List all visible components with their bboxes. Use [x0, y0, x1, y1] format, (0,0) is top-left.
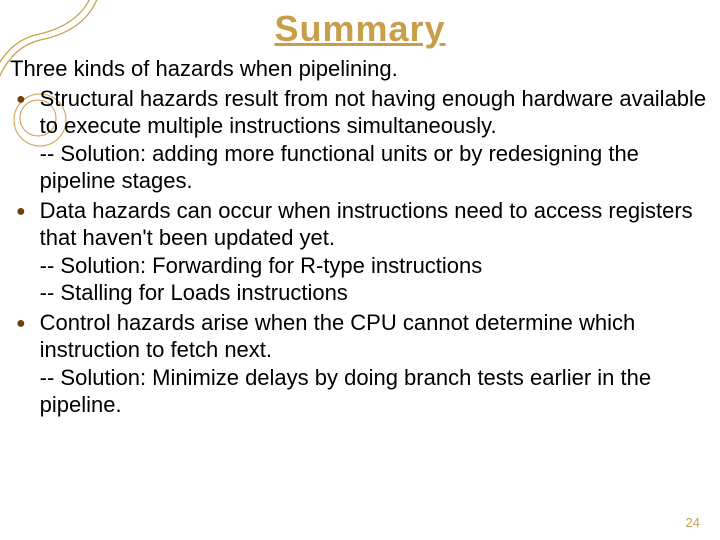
bullet-icon: ●	[16, 315, 26, 333]
content-area: Three kinds of hazards when pipelining. …	[10, 55, 710, 421]
bullet-subline: -- Stalling for Loads instructions	[40, 279, 710, 307]
bullet-heading: Control hazards	[40, 310, 195, 335]
bullet-text: Data hazards can occur when instructions…	[40, 197, 710, 307]
bullet-heading: Data hazards	[40, 198, 171, 223]
bullet-subline: -- Solution: adding more functional unit…	[40, 140, 710, 195]
bullet-subline: -- Solution: Forwarding for R-type instr…	[40, 252, 710, 280]
bullet-heading: Structural hazards	[40, 86, 219, 111]
bullet-text: Structural hazards result from not havin…	[40, 85, 710, 195]
page-number: 24	[686, 515, 700, 530]
intro-text: Three kinds of hazards when pipelining.	[10, 55, 710, 83]
bullet-text: Control hazards arise when the CPU canno…	[40, 309, 710, 419]
bullet-icon: ●	[16, 203, 26, 221]
bullet-subline: -- Solution: Minimize delays by doing br…	[40, 364, 710, 419]
bullet-item: ● Data hazards can occur when instructio…	[10, 197, 710, 307]
bullet-item: ● Structural hazards result from not hav…	[10, 85, 710, 195]
bullet-icon: ●	[16, 91, 26, 109]
slide-title: Summary	[0, 8, 720, 50]
bullet-item: ● Control hazards arise when the CPU can…	[10, 309, 710, 419]
